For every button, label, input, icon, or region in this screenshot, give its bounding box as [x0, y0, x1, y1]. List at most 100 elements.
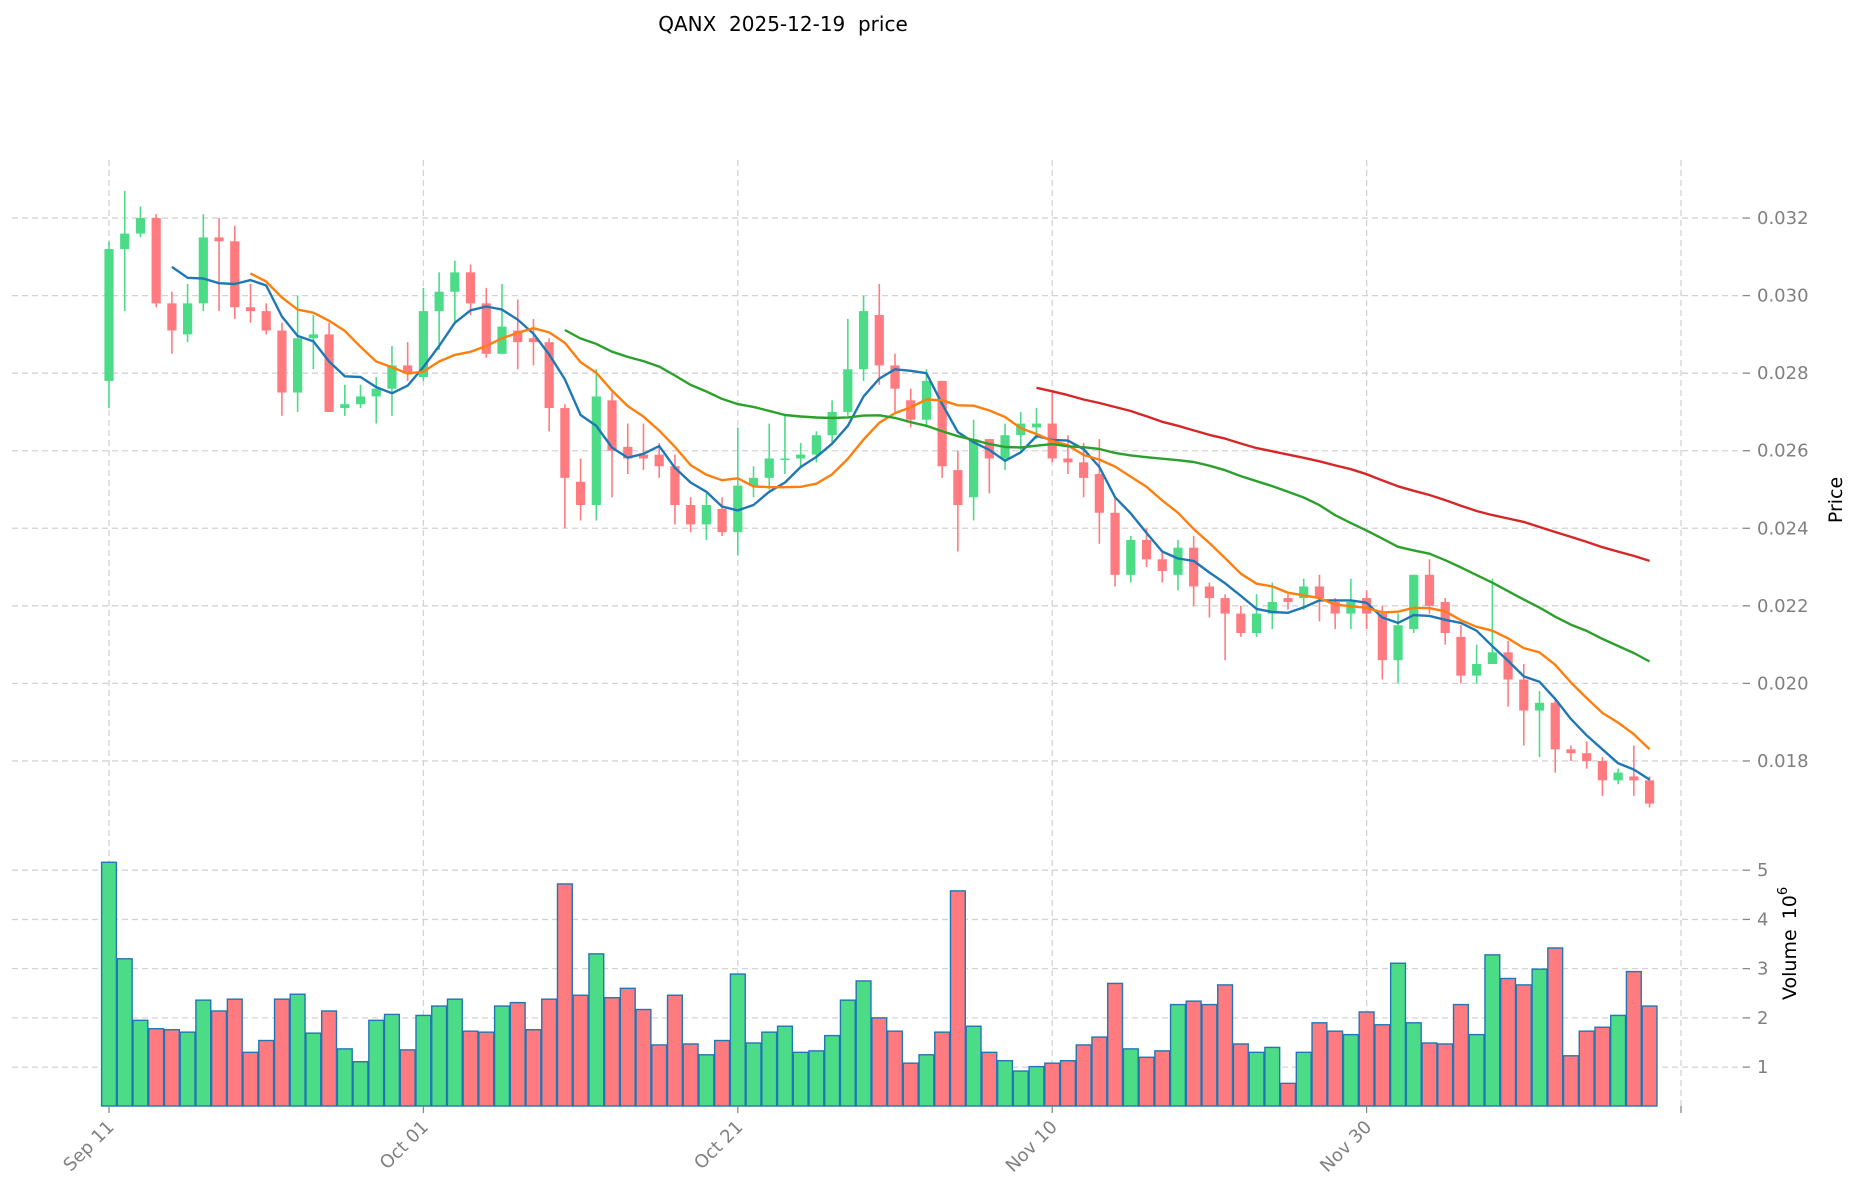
volume-bar: [1232, 1043, 1249, 1107]
volume-bar: [116, 958, 133, 1107]
candle-body-down: [1566, 749, 1576, 754]
volume-bar: [1468, 1033, 1485, 1107]
price-tick-label: 0.026: [1757, 441, 1809, 462]
candle-body-up: [591, 396, 601, 506]
volume-bar: [305, 1032, 322, 1107]
volume-bar: [1075, 1044, 1092, 1107]
volume-bar: [996, 1060, 1014, 1107]
volume-bar: [776, 1025, 794, 1107]
volume-bar: [210, 1010, 228, 1107]
volume-bar: [541, 998, 558, 1107]
candle-body-down: [544, 342, 554, 409]
date-tick-label: Nov 30: [1316, 1117, 1376, 1177]
volume-bar: [431, 1005, 448, 1107]
ma-60-line: [1036, 386, 1650, 563]
candle-body-up: [1409, 574, 1419, 630]
volume-bar: [242, 1051, 259, 1107]
volume-tick-label: 4: [1757, 909, 1768, 930]
volume-bar: [1342, 1033, 1359, 1107]
volume-bar: [1106, 982, 1124, 1107]
volume-bar: [1279, 1082, 1297, 1107]
candle-body-up: [183, 303, 193, 335]
volume-bar: [195, 999, 212, 1107]
candle-body-up: [858, 311, 869, 370]
price-tick-label: 0.030: [1757, 286, 1809, 307]
candle-body-down: [465, 272, 476, 304]
price-candles: [104, 190, 1655, 808]
volume-bar: [1091, 1036, 1108, 1107]
volume-bar: [603, 996, 621, 1107]
volume-bar: [1358, 1011, 1375, 1107]
volume-bar: [289, 993, 306, 1107]
volume-bar: [478, 1031, 495, 1107]
ma-30-line: [564, 328, 1651, 663]
candle-body-up: [1267, 601, 1277, 614]
candle-body-down: [1079, 462, 1089, 478]
volume-bar: [1138, 1056, 1155, 1107]
candle-body-up: [340, 404, 350, 409]
candle-body-down: [1362, 598, 1372, 614]
candle-body-down: [1094, 473, 1104, 513]
volume-bar: [1374, 1024, 1391, 1107]
candle-body-down: [1456, 636, 1466, 676]
volume-bars: [100, 861, 1658, 1107]
candle-body-down: [513, 330, 523, 343]
candle-body-up: [497, 326, 507, 354]
volume-bar: [1201, 1003, 1218, 1107]
date-tick-label: Oct 01: [376, 1117, 433, 1174]
volume-bar: [1012, 1070, 1029, 1107]
volume-bar: [399, 1049, 416, 1107]
candle-body-up: [1487, 652, 1497, 665]
candle-body-down: [230, 241, 240, 308]
price-axis-label: Price: [1825, 477, 1847, 523]
volume-bar: [1295, 1051, 1312, 1107]
volume-bar: [509, 1001, 526, 1107]
volume-bar: [792, 1051, 809, 1107]
candle-body-up: [434, 291, 444, 312]
candle-body-down: [1220, 598, 1230, 614]
candle-body-up: [1031, 423, 1042, 428]
candle-body-down: [1204, 586, 1214, 599]
volume-bar: [1059, 1060, 1077, 1107]
candle-body-down: [481, 303, 491, 354]
candle-body-down: [1503, 652, 1513, 680]
candle-body-down: [277, 330, 287, 393]
volume-bar: [572, 994, 589, 1107]
volume-bar: [525, 1028, 542, 1107]
volume-bar: [226, 998, 243, 1107]
volume-bar: [1625, 970, 1642, 1107]
volume-bar: [368, 1019, 385, 1107]
volume-bar: [855, 980, 872, 1107]
candle-body-down: [1283, 598, 1293, 602]
volume-bar: [336, 1048, 353, 1107]
volume-bar: [1562, 1055, 1580, 1107]
volume-bar: [1169, 1003, 1187, 1107]
candle-body-up: [371, 388, 381, 397]
candle-body-up: [1126, 539, 1136, 575]
candle-body-up: [701, 505, 711, 525]
candle-body-down: [1330, 601, 1340, 614]
candle-body-down: [1236, 613, 1246, 633]
volume-bar: [761, 1031, 778, 1107]
volume-bar: [666, 994, 684, 1107]
volume-bar: [1185, 1000, 1202, 1107]
candle-body-down: [1063, 458, 1073, 463]
volume-bar: [273, 998, 291, 1107]
volume-bar: [824, 1034, 841, 1107]
candle-body-down: [1141, 539, 1152, 560]
volume-bar: [1389, 962, 1407, 1107]
candle-body-up: [780, 458, 790, 460]
volume-bar: [1405, 1022, 1422, 1107]
candle-body-up: [843, 369, 853, 412]
volume-bar: [1311, 1022, 1328, 1107]
candle-body-up: [1299, 586, 1309, 599]
candle-body-down: [1110, 512, 1120, 575]
volume-bar: [808, 1050, 825, 1107]
volume-bar: [179, 1031, 196, 1107]
candle-body-down: [576, 481, 586, 506]
volume-bar: [1421, 1042, 1438, 1107]
candle-body-up: [120, 233, 130, 250]
volume-bar: [163, 1028, 180, 1107]
volume-bar: [383, 1013, 401, 1107]
